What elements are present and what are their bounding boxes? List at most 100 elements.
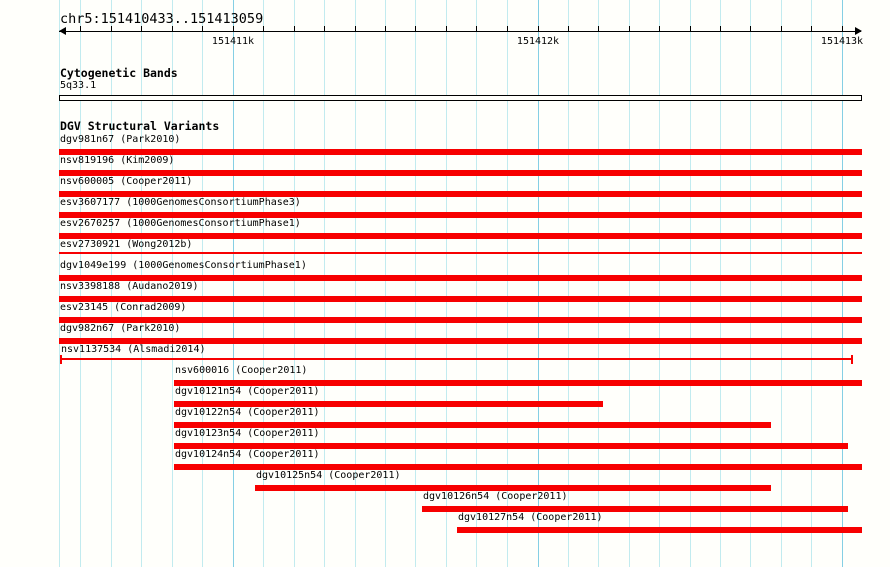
gridline-minor [568,0,569,567]
gridline-minor [294,0,295,567]
ruler-tick-label: 151412k [516,36,560,47]
variant-bar[interactable] [59,233,862,239]
ruler-tick [141,26,142,31]
region-label: chr5:151410433..151413059 [60,11,264,27]
gridline-minor [80,0,81,567]
cytoband-label: 5q33.1 [60,80,97,91]
gridline-minor [476,0,477,567]
variant-bar[interactable] [174,443,848,449]
gridline-minor [690,0,691,567]
variant-range-right-tick [851,355,853,364]
variant-bar[interactable] [59,191,862,197]
variant-label: nsv819196 (Kim2009) [60,155,175,166]
gridline-minor [111,0,112,567]
variant-label: dgv10122n54 (Cooper2011) [175,407,320,418]
variant-label: dgv10121n54 (Cooper2011) [175,386,320,397]
variant-bar[interactable] [255,485,771,491]
gridline-minor [172,0,173,567]
gridline-minor [720,0,721,567]
ruler-tick [476,26,477,31]
gridline-major [842,0,843,567]
gridline-minor [385,0,386,567]
variant-bar[interactable] [174,401,603,407]
variant-label: dgv10127n54 (Cooper2011) [458,512,603,523]
variant-label: esv2670257 (1000GenomesConsortiumPhase1) [60,218,301,229]
ruler-tick [598,26,599,31]
variant-bar[interactable] [59,149,862,155]
variant-bar[interactable] [59,275,862,281]
ruler-tick [111,26,112,31]
ruler-tick [690,26,691,31]
variant-bar[interactable] [59,212,862,218]
gridline-major [233,0,234,567]
ruler-tick [538,26,539,31]
ruler-tick [202,26,203,31]
variant-label: dgv10126n54 (Cooper2011) [423,491,568,502]
ruler-tick [781,26,782,31]
gridline-minor [507,0,508,567]
arrow-left-icon [59,27,66,35]
variant-bar-thin[interactable] [59,252,862,254]
ruler-tick [811,26,812,31]
ruler-tick [720,26,721,31]
ruler-tick [415,26,416,31]
ruler-tick [172,26,173,31]
variant-label: dgv10124n54 (Cooper2011) [175,449,320,460]
gridline-minor [263,0,264,567]
gridline-major [538,0,539,567]
cytogenetic-bands-title: Cytogenetic Bands [60,66,178,80]
ruler-axis [59,31,861,32]
gridline-minor [202,0,203,567]
gridline-minor [598,0,599,567]
gridline-minor [750,0,751,567]
variant-bar[interactable] [457,527,862,533]
ruler-tick [385,26,386,31]
gridline-minor [59,0,60,567]
variant-label: nsv1137534 (Alsmadi2014) [61,344,206,355]
variant-label: nsv600016 (Cooper2011) [175,365,308,376]
variant-label: esv2730921 (Wong2012b) [60,239,193,250]
ruler-tick [233,26,234,31]
ruler-tick [750,26,751,31]
ruler-tick-label: 151413k [820,36,864,47]
variant-bar[interactable] [59,170,862,176]
variant-label: nsv3398188 (Audano2019) [60,281,199,292]
variant-range-left-tick [60,355,62,364]
ruler-tick [446,26,447,31]
variant-label: dgv981n67 (Park2010) [60,134,181,145]
ruler-tick [629,26,630,31]
variant-range-line[interactable] [60,358,853,360]
variant-label: dgv10123n54 (Cooper2011) [175,428,320,439]
ruler-tick [842,26,843,31]
gridline-minor [659,0,660,567]
ruler-tick-label: 151411k [211,36,255,47]
ruler-tick [507,26,508,31]
variant-label: dgv982n67 (Park2010) [60,323,181,334]
variant-bar[interactable] [59,338,862,344]
gridline-minor [355,0,356,567]
ruler-tick [80,26,81,31]
variant-label: dgv10125n54 (Cooper2011) [256,470,401,481]
variant-bar[interactable] [174,422,771,428]
gridline-minor [415,0,416,567]
gridline-minor [781,0,782,567]
ruler-tick [263,26,264,31]
variant-label: esv23145 (Conrad2009) [60,302,187,313]
variant-bar[interactable] [422,506,848,512]
cytoband-glyph[interactable] [59,95,862,101]
arrow-right-icon [855,27,862,35]
variant-bar[interactable] [174,380,862,386]
ruler-tick [294,26,295,31]
variant-label: esv3607177 (1000GenomesConsortiumPhase3) [60,197,301,208]
variant-bar[interactable] [174,464,862,470]
variant-label: dgv1049e199 (1000GenomesConsortiumPhase1… [60,260,307,271]
dgv-track-title: DGV Structural Variants [60,119,220,133]
variant-bar[interactable] [59,296,862,302]
ruler-tick [568,26,569,31]
variant-bar[interactable] [59,317,862,323]
gridline-minor [141,0,142,567]
gridline-minor [446,0,447,567]
gridline-minor [811,0,812,567]
gridline-minor [324,0,325,567]
